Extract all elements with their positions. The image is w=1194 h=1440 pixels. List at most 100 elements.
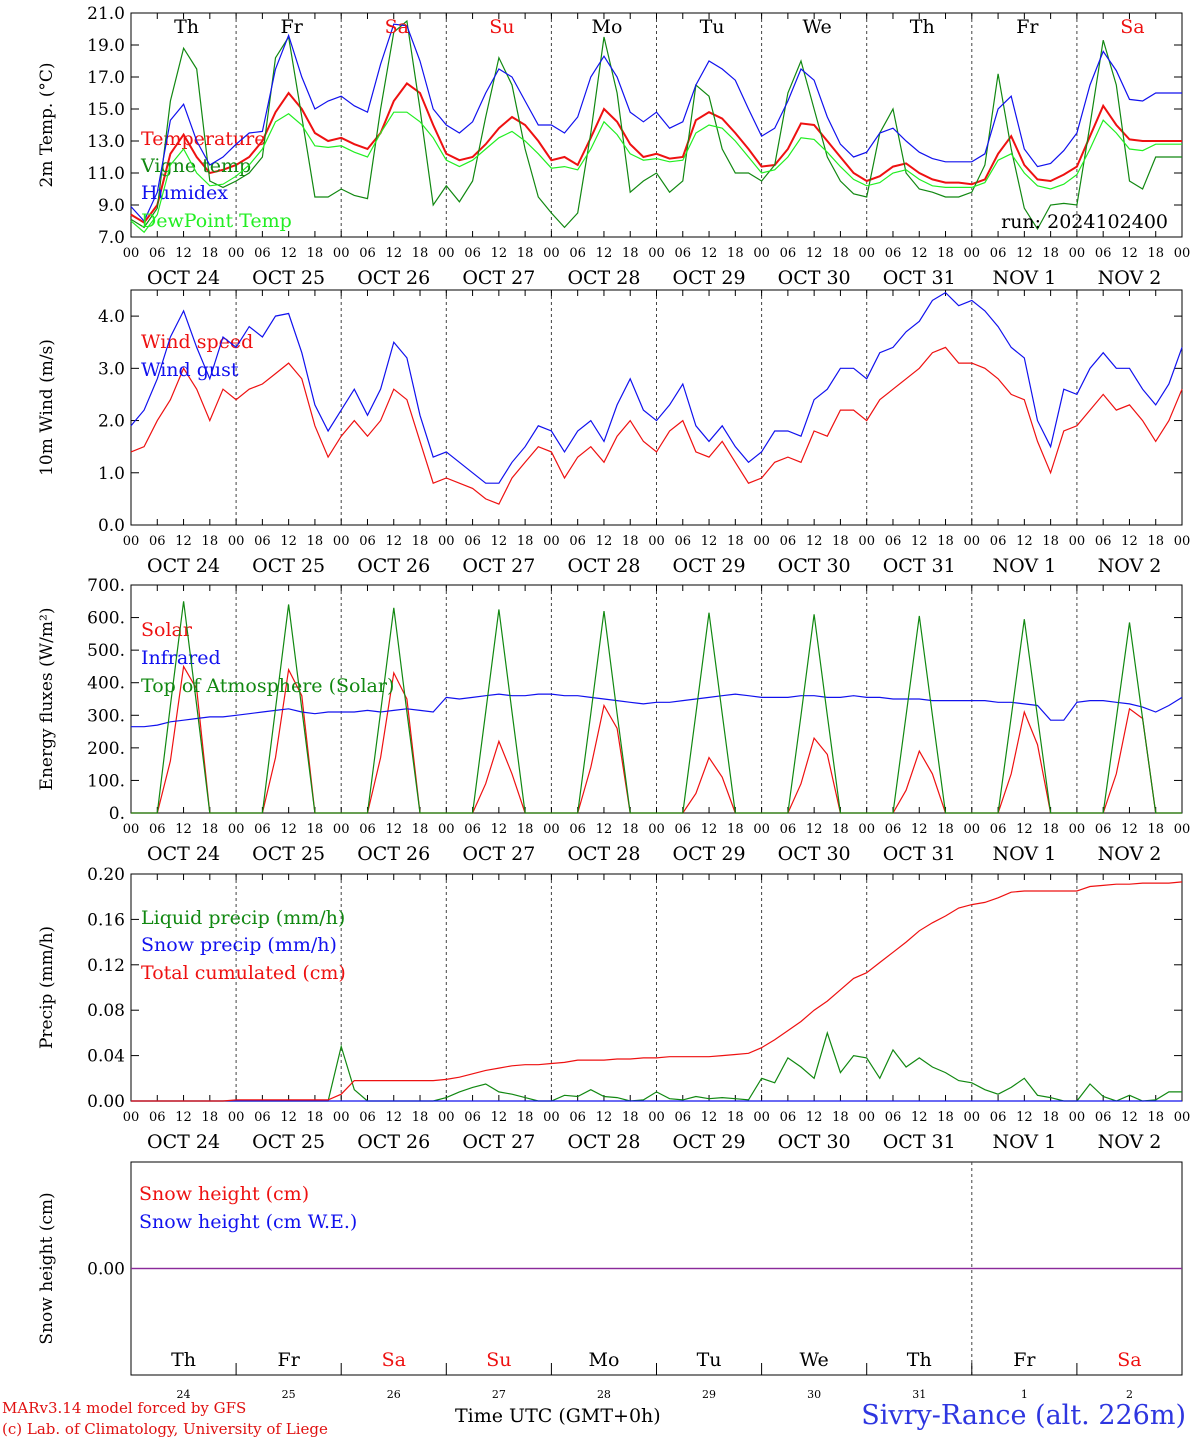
- hour-tick-label: 06: [780, 534, 797, 549]
- time-axis-label: Time UTC (GMT+0h): [455, 1405, 661, 1427]
- hour-tick-label: 18: [1042, 534, 1059, 549]
- y-tick-label: 19.0: [87, 36, 125, 56]
- hour-tick-label: 18: [1147, 1110, 1164, 1125]
- hour-tick-label: 12: [1121, 822, 1138, 837]
- y-tick-label: 11.0: [87, 164, 125, 184]
- weekday-label: Su: [486, 1349, 511, 1371]
- hour-tick-label: 06: [1095, 1110, 1112, 1125]
- date-label: OCT 29: [673, 843, 746, 865]
- hour-tick-label: 00: [438, 822, 455, 837]
- hour-tick-label: 00: [648, 246, 665, 261]
- hour-tick-label: 18: [622, 1110, 639, 1125]
- hour-tick-label: 12: [701, 822, 718, 837]
- date-label: OCT 25: [252, 555, 325, 577]
- hour-tick-label: 00: [123, 1110, 140, 1125]
- y-tick-label: 0.: [109, 804, 125, 824]
- hour-tick-label: 06: [359, 246, 376, 261]
- date-label: OCT 28: [567, 843, 640, 865]
- hour-tick-label: 00: [648, 534, 665, 549]
- date-label: NOV 2: [1098, 555, 1162, 577]
- legend-entry: Wind gust: [141, 359, 239, 381]
- weekday-label: Su: [489, 16, 514, 38]
- hour-tick-label: 00: [228, 534, 245, 549]
- date-label: OCT 27: [462, 267, 535, 289]
- weekday-label: Th: [910, 16, 935, 38]
- hour-tick-label: 06: [464, 1110, 481, 1125]
- weekday-label: We: [803, 16, 832, 38]
- date-label: OCT 30: [778, 267, 851, 289]
- legend-entry: Vigne temp: [140, 155, 251, 177]
- hour-tick-label: 12: [806, 822, 823, 837]
- hour-tick-label: 18: [1147, 246, 1164, 261]
- hour-tick-label: 06: [675, 534, 692, 549]
- y-tick-label: 300.: [87, 706, 125, 726]
- hour-tick-label: 00: [753, 534, 770, 549]
- hour-tick-label: 18: [307, 822, 324, 837]
- y-tick-label: 17.0: [87, 68, 125, 88]
- weekday-label: Fr: [278, 1349, 301, 1371]
- hour-tick-label: 00: [123, 246, 140, 261]
- y-tick-label: 600.: [87, 609, 125, 629]
- y-tick-label: 700.: [87, 576, 125, 596]
- hour-tick-label: 18: [412, 822, 429, 837]
- date-label: OCT 25: [252, 267, 325, 289]
- date-label: NOV 1: [992, 267, 1056, 289]
- date-label: OCT 27: [462, 555, 535, 577]
- hour-tick-label: 00: [543, 534, 560, 549]
- hour-tick-label: 12: [491, 534, 508, 549]
- series-line: [130, 111, 1182, 234]
- hour-tick-label: 00: [648, 822, 665, 837]
- hour-tick-label: 12: [806, 246, 823, 261]
- hour-tick-label: 12: [491, 1110, 508, 1125]
- weekday-label: Th: [174, 16, 199, 38]
- hour-tick-label: 06: [1095, 534, 1112, 549]
- date-label: OCT 26: [357, 1131, 430, 1153]
- hour-tick-label: 00: [858, 246, 875, 261]
- hour-tick-label: 18: [937, 534, 954, 549]
- hour-tick-label: 18: [307, 1110, 324, 1125]
- hour-tick-label: 12: [175, 822, 192, 837]
- day-number-label: 30: [807, 1388, 821, 1401]
- y-tick-label: 0.16: [87, 910, 125, 930]
- hour-tick-label: 00: [1069, 534, 1086, 549]
- hour-tick-label: 12: [911, 1110, 928, 1125]
- hour-tick-label: 18: [727, 534, 744, 549]
- legend-entry: DewPoint Temp: [141, 210, 292, 232]
- y-tick-label: 0.00: [87, 1092, 125, 1112]
- station-name: Sivry-Rance (alt. 226m): [861, 1400, 1186, 1431]
- legend-entry: Total cumulated (cm): [141, 962, 346, 984]
- plot-frame: [130, 12, 1183, 238]
- y-tick-label: 2.0: [98, 412, 125, 432]
- legend-entry: Infrared: [141, 647, 221, 669]
- legend-entry: Snow height (cm W.E.): [139, 1211, 357, 1233]
- date-label: OCT 27: [462, 1131, 535, 1153]
- date-label: NOV 1: [992, 555, 1056, 577]
- y-tick-label: 21.0: [87, 4, 125, 24]
- y-tick-label: 7.0: [98, 228, 125, 248]
- hour-tick-label: 18: [517, 246, 534, 261]
- series-line: [130, 346, 1183, 505]
- date-label: OCT 31: [883, 1131, 956, 1153]
- hour-tick-label: 00: [228, 246, 245, 261]
- date-label: OCT 31: [883, 843, 956, 865]
- lab-credit: (c) Lab. of Climatology, University of L…: [2, 1420, 328, 1438]
- series-line: [130, 19, 1182, 231]
- hour-tick-label: 06: [569, 246, 586, 261]
- hour-tick-label: 18: [832, 534, 849, 549]
- hour-tick-label: 18: [517, 534, 534, 549]
- y-tick-label: 0.04: [87, 1047, 125, 1067]
- hour-tick-label: 12: [701, 534, 718, 549]
- hour-tick-label: 06: [359, 1110, 376, 1125]
- hour-tick-label: 06: [885, 246, 902, 261]
- y-tick-label: 0.08: [87, 1001, 125, 1021]
- legend-entry: Temperature: [141, 128, 265, 150]
- hour-tick-label: 06: [254, 822, 271, 837]
- hour-tick-label: 18: [412, 534, 429, 549]
- y-tick-label: 15.0: [87, 100, 125, 120]
- hour-tick-label: 00: [228, 822, 245, 837]
- day-number-label: 28: [597, 1388, 611, 1401]
- hour-tick-label: 00: [228, 1110, 245, 1125]
- hour-tick-label: 06: [149, 1110, 166, 1125]
- weekday-label: Th: [907, 1349, 932, 1371]
